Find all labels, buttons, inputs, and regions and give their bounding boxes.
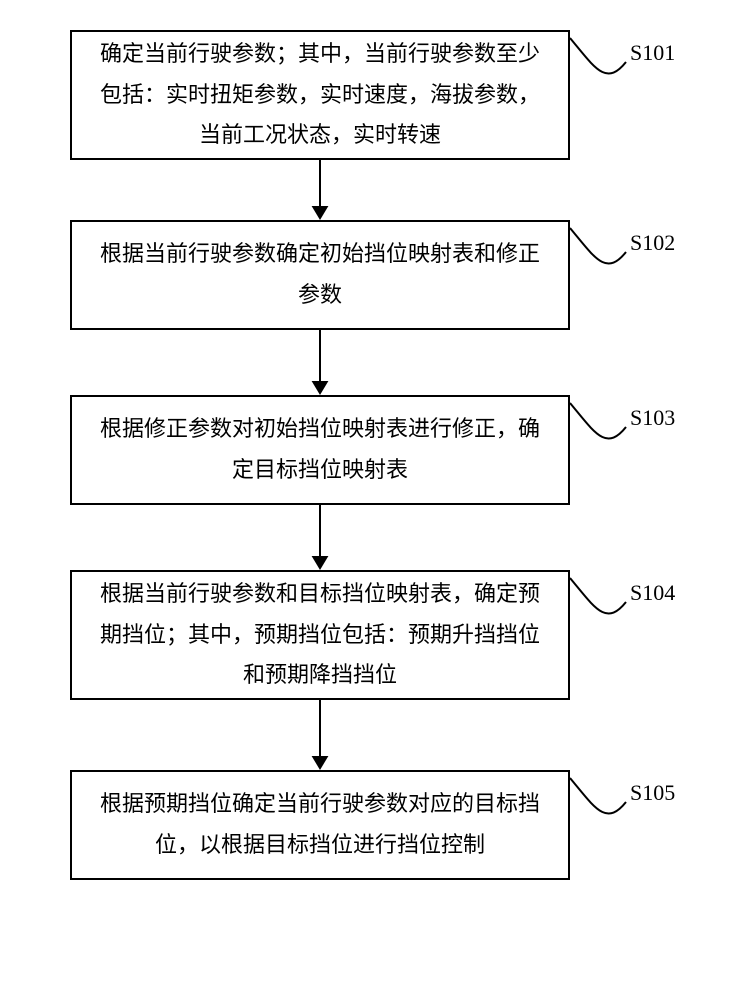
- flowchart-canvas: 确定当前行驶参数；其中，当前行驶参数至少包括：实时扭矩参数，实时速度，海拔参数，…: [0, 0, 731, 1000]
- flow-arrow: [0, 0, 731, 1000]
